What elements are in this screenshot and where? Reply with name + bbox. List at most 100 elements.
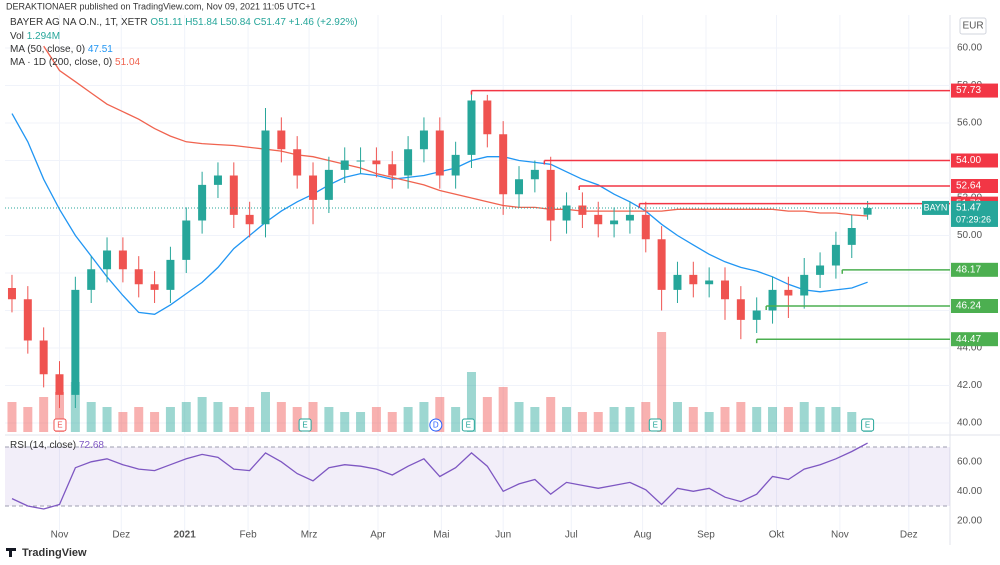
event-label: E: [865, 421, 870, 430]
candle-body: [562, 205, 571, 221]
candle-body: [166, 259, 175, 290]
candle-body: [641, 214, 650, 240]
volume-bar: [768, 407, 778, 432]
volume-bar: [308, 402, 318, 432]
volume-bar: [625, 407, 635, 432]
candle-body: [657, 239, 666, 290]
level-label: 54.00: [956, 155, 981, 166]
volume-bar: [134, 407, 144, 432]
volume-bar: [831, 407, 841, 432]
legend-item: O51.11 H51.84 L50.84 C51.47 +1.46 (+2.92…: [150, 17, 357, 28]
legend-item: Vol: [10, 31, 24, 42]
candle-body: [229, 175, 238, 215]
candle-body: [150, 284, 159, 290]
volume-bar: [482, 397, 492, 432]
legend-item: RSI (14, close): [10, 440, 76, 451]
level-label: 44.47: [956, 334, 981, 345]
candle-body: [784, 289, 793, 296]
candle-body: [23, 299, 32, 341]
volume-bar: [102, 407, 112, 432]
candle-body: [800, 274, 809, 296]
candle-body: [847, 228, 856, 245]
volume-bar: [276, 402, 286, 432]
candle-body: [340, 160, 349, 170]
event-label: E: [466, 421, 471, 430]
volume-bar: [609, 407, 619, 432]
x-tick-label: Nov: [51, 530, 69, 541]
candle-body: [277, 130, 286, 150]
volume-bar: [466, 372, 476, 432]
candle-body: [388, 164, 397, 176]
x-tick-label: Nov: [831, 530, 849, 541]
y-tick-label: 40.00: [957, 418, 982, 429]
candle-body: [118, 250, 127, 270]
candle-body: [324, 169, 333, 200]
candle-body: [515, 179, 524, 195]
candle-body: [103, 250, 112, 270]
candle-body: [451, 154, 460, 176]
candle-body: [610, 220, 619, 225]
rsi-line: [11, 442, 868, 510]
volume-bar: [577, 412, 587, 432]
volume-bar: [593, 412, 603, 432]
y-tick-label: 56.00: [957, 118, 982, 129]
volume-bar: [562, 407, 572, 432]
x-tick-label: Aug: [634, 530, 652, 541]
candle-body: [372, 160, 381, 165]
volume-bar: [498, 387, 508, 432]
candle-body: [721, 280, 729, 300]
x-tick-label: Jul: [565, 530, 578, 541]
volume-bar: [340, 412, 350, 432]
event-label: E: [653, 421, 658, 430]
level-label-box: [951, 83, 998, 98]
event-marker: [429, 418, 443, 432]
candle-body: [831, 244, 840, 266]
candle-body: [293, 149, 302, 176]
candle-body: [673, 274, 682, 290]
candle-body: [309, 175, 318, 200]
legend-item: 47.51: [88, 44, 113, 55]
event-marker: [298, 418, 312, 432]
legend: BAYER AG NA O.N., 1T, XETR O51.11 H51.84…: [10, 17, 358, 28]
event-label: E: [57, 421, 62, 430]
legend-item: MA (50, close, 0): [10, 44, 85, 55]
candle-body: [39, 340, 48, 375]
level-label-box: [951, 262, 998, 277]
volume-bar: [783, 407, 793, 432]
volume-bar: [165, 407, 175, 432]
x-tick-label: Sep: [697, 530, 715, 541]
x-tick-label: Dez: [900, 530, 918, 541]
volume-bar: [672, 402, 682, 432]
candle-body: [71, 289, 80, 395]
candle-body: [578, 205, 587, 215]
candle-body: [134, 269, 143, 285]
legend-item: 51.04: [115, 57, 140, 68]
candle-body: [7, 288, 16, 300]
volume-bar: [39, 397, 49, 432]
level-label: 46.24: [956, 301, 981, 312]
candle-body: [625, 214, 634, 221]
rsi-tick-label: 60.00: [957, 456, 982, 467]
volume-bar: [118, 412, 128, 432]
event-marker: [861, 418, 875, 432]
volume-bar: [736, 402, 746, 432]
level-label-box: [951, 153, 998, 168]
volume-bar: [799, 402, 809, 432]
candle-body: [419, 130, 428, 150]
candle-body: [213, 175, 222, 185]
volume-bar: [181, 402, 191, 432]
legend-item: BAYER AG NA O.N., 1T, XETR: [10, 17, 148, 28]
candle-body: [245, 214, 254, 225]
x-tick-label: Dez: [112, 530, 130, 541]
volume-bar: [720, 407, 730, 432]
level-label-box: [951, 179, 998, 193]
candle-body: [435, 130, 444, 176]
x-tick-label: Jun: [495, 530, 511, 541]
volume-bar: [356, 412, 366, 432]
volume-bar: [292, 407, 302, 432]
x-tick-label: Feb: [239, 530, 257, 541]
candle-body: [87, 269, 96, 290]
candle-body: [55, 374, 64, 395]
volume-bar: [514, 402, 524, 432]
